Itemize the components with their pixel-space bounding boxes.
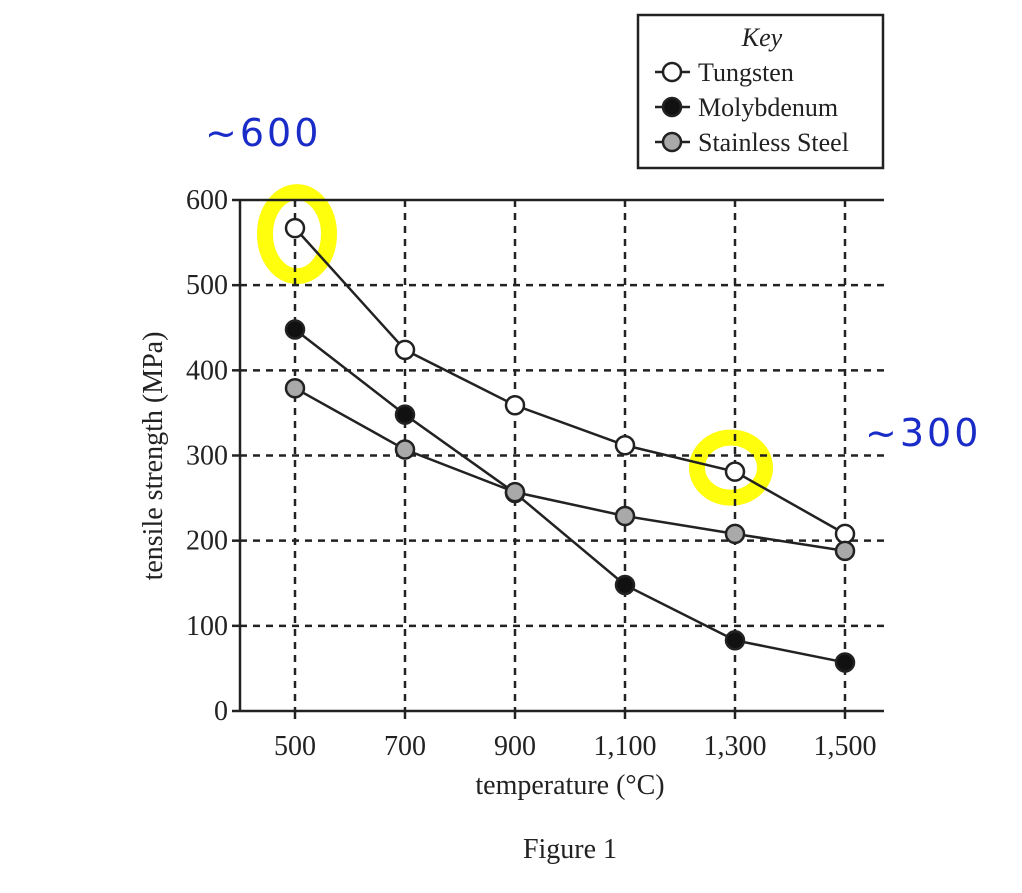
data-point-stainless-steel [394,439,416,460]
data-point-tungsten [614,435,636,456]
data-point-tungsten [724,461,746,482]
series-line-tungsten [294,227,846,535]
data-point-tungsten [504,395,526,416]
series-layer [284,217,856,673]
annotation-text: ~300 [865,411,981,455]
data-point-tungsten [394,339,416,361]
figure-caption: Figure 1 [523,834,617,865]
legend-marker [661,61,683,83]
y-axis-title: tensile strength (MPa) [138,332,169,581]
y-tick-label: 600 [186,185,228,216]
grid-layer [240,200,884,711]
axes-layer [232,198,884,719]
data-point-molybdenum [834,652,856,673]
data-point-stainless-steel [724,523,746,545]
data-point-molybdenum [614,574,636,596]
legend: Key Tungsten Molybdenum Stainless Steel [636,13,885,170]
x-tick-label: 500 [274,731,316,762]
x-tick-label: 1,100 [594,731,657,762]
legend-title: Key [741,23,783,52]
highlight-circle [689,429,773,506]
data-point-molybdenum [284,319,306,340]
x-axis-title: temperature (°C) [475,770,664,801]
y-tick-label: 400 [186,355,228,386]
series-line-stainless-steel [294,387,846,553]
data-point-molybdenum [724,630,746,651]
highlights-layer [257,184,773,506]
data-point-stainless-steel [504,481,526,503]
legend-marker [661,96,683,118]
y-tick-label: 500 [186,270,228,301]
series-line-molybdenum [294,328,846,664]
data-point-stainless-steel [284,377,306,399]
data-point-tungsten [284,217,306,239]
annotation-text: ~600 [205,111,321,155]
legend-marker [661,131,683,153]
y-tick-label: 100 [186,611,228,642]
y-tick-label: 0 [214,696,228,727]
data-point-stainless-steel [614,505,636,527]
data-point-stainless-steel [834,540,856,562]
labels-layer: temperature (°C) tensile strength (MPa) … [138,185,877,865]
legend-label: Molybdenum [698,93,838,122]
y-tick-label: 200 [186,526,228,557]
x-tick-label: 1,500 [814,731,877,762]
y-tick-label: 300 [186,441,228,472]
x-tick-label: 900 [494,731,536,762]
data-point-tungsten [834,523,856,545]
annotations-layer: ~600 ~300 [205,111,981,455]
data-point-molybdenum [394,404,416,425]
x-tick-label: 700 [384,731,426,762]
x-tick-label: 1,300 [704,731,767,762]
legend-label: Stainless Steel [698,128,849,157]
highlight-circle [257,184,337,285]
legend-label: Tungsten [698,58,794,87]
